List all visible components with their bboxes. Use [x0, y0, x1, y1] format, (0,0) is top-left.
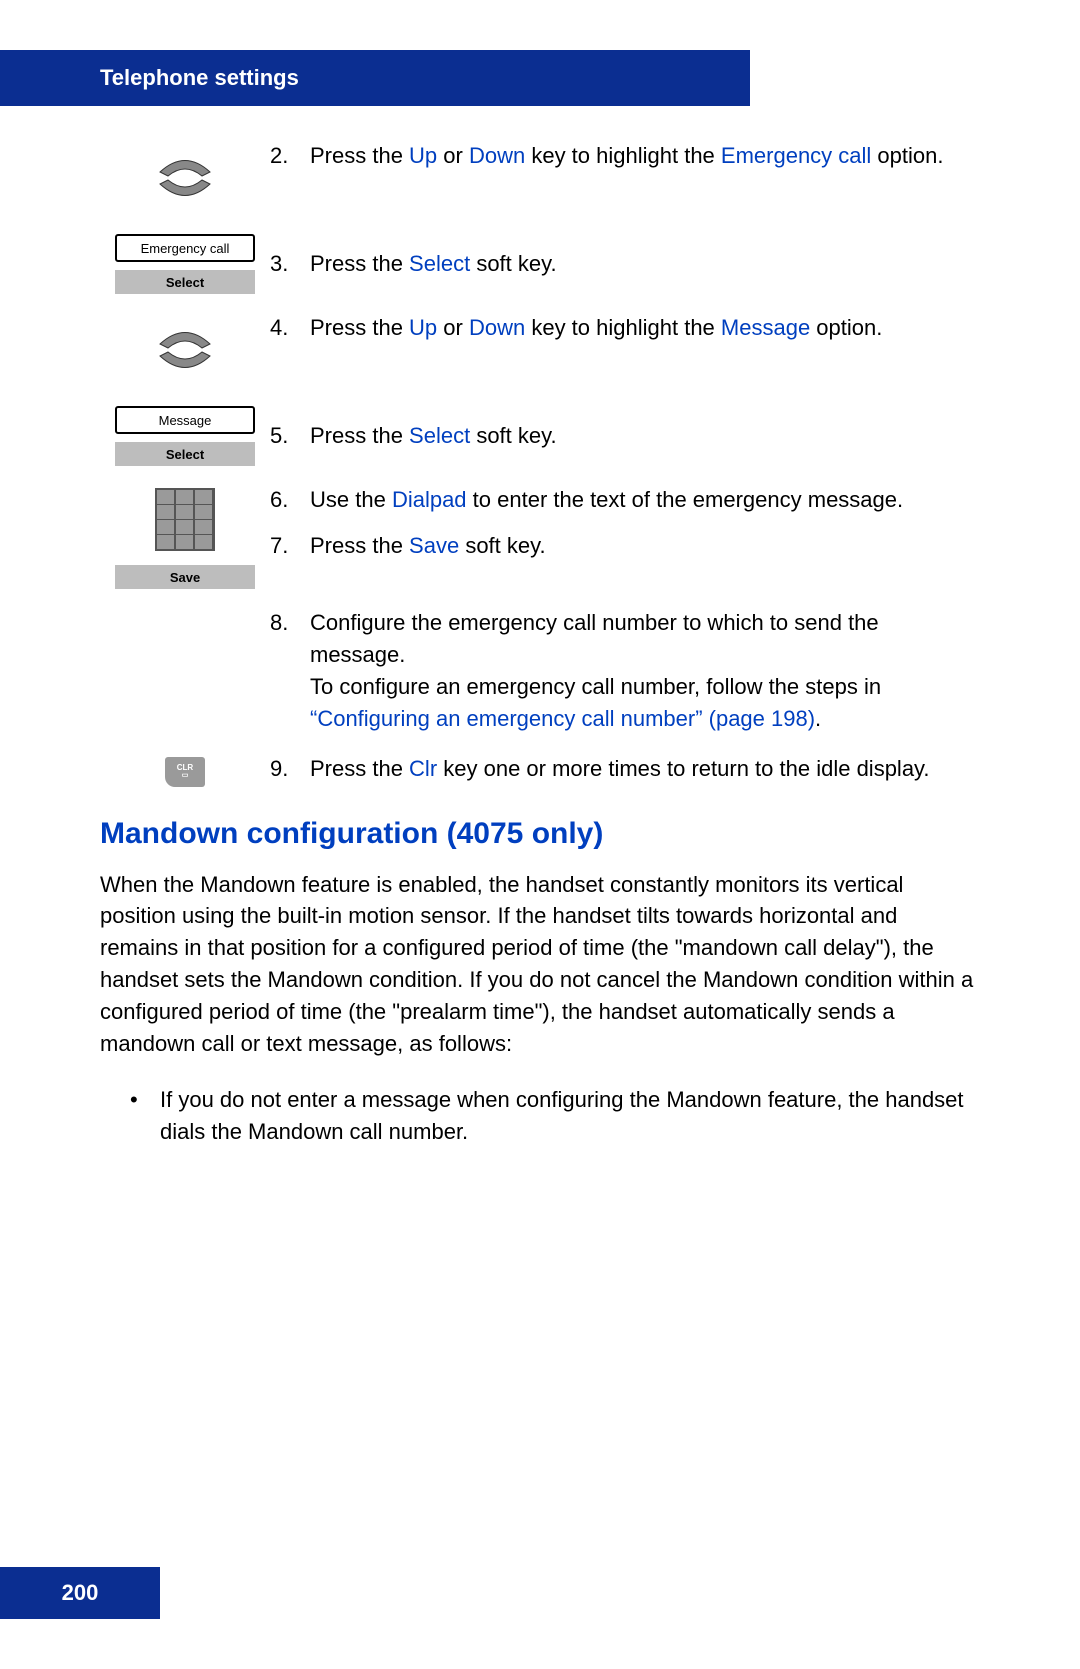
xref-link[interactable]: “Configuring an emergency call number” (…: [310, 706, 815, 731]
up-key-label: Up: [409, 315, 437, 340]
clr-key-icon: CLR ▭: [165, 757, 205, 787]
page-content: 2. Press the Up or Down key to highlight…: [100, 140, 980, 1148]
section-heading: Mandown configuration (4075 only): [100, 817, 980, 851]
step-number: 9.: [270, 753, 310, 785]
step-text: Press the Up or Down key to highlight th…: [310, 140, 980, 172]
step-number: 5.: [270, 420, 310, 452]
step-text: Press the Clr key one or more times to r…: [310, 753, 980, 785]
step-text: Press the Up or Down key to highlight th…: [310, 312, 980, 344]
step-text: Press the Select soft key.: [310, 420, 980, 452]
step-number: 7.: [270, 530, 310, 562]
step-number: 8.: [270, 607, 310, 735]
section-paragraph: When the Mandown feature is enabled, the…: [100, 869, 980, 1060]
clr-key-label: Clr: [409, 756, 437, 781]
step-number: 3.: [270, 248, 310, 280]
step-9-row: CLR ▭ 9. Press the Clr key one or more t…: [100, 753, 980, 787]
down-key-label: Down: [469, 315, 525, 340]
step-text: Press the Save soft key.: [310, 530, 980, 562]
dialpad-label: Dialpad: [392, 487, 467, 512]
bullet-text: If you do not enter a message when confi…: [160, 1084, 980, 1148]
save-key-label: Save: [409, 533, 459, 558]
page-number-footer: 200: [0, 1567, 160, 1619]
step-number: 2.: [270, 140, 310, 172]
dialpad-icon: [155, 488, 215, 551]
message-label: Message: [721, 315, 810, 340]
step-2-row: 2. Press the Up or Down key to highlight…: [100, 140, 980, 212]
step-8-row: 8. Configure the emergency call number t…: [100, 607, 980, 735]
page-header: Telephone settings: [0, 50, 750, 106]
step-4-row: 4. Press the Up or Down key to highlight…: [100, 312, 980, 384]
step-5-row: Message Select 5. Press the Select soft …: [100, 402, 980, 466]
softkey-select: Select: [115, 442, 255, 466]
softkey-save: Save: [115, 565, 255, 589]
emergency-call-label: Emergency call: [721, 143, 871, 168]
page-number: 200: [62, 1580, 99, 1606]
nav-arrows-icon: [100, 140, 270, 212]
step-text: Configure the emergency call number to w…: [310, 607, 980, 735]
up-key-label: Up: [409, 143, 437, 168]
down-key-label: Down: [469, 143, 525, 168]
step-6-row: Save 6. Use the Dialpad to enter the tex…: [100, 484, 980, 589]
step-number: 4.: [270, 312, 310, 344]
select-key-label: Select: [409, 251, 470, 276]
select-key-label: Select: [409, 423, 470, 448]
step-3-row: Emergency call Select 3. Press the Selec…: [100, 230, 980, 294]
display-message: Message: [115, 406, 255, 434]
display-emergency-call: Emergency call: [115, 234, 255, 262]
bullet-icon: •: [130, 1084, 160, 1148]
header-title: Telephone settings: [100, 65, 299, 91]
step-number: 6.: [270, 484, 310, 516]
softkey-select: Select: [115, 270, 255, 294]
step-text: Press the Select soft key.: [310, 248, 980, 280]
nav-arrows-icon: [100, 312, 270, 384]
step-text: Use the Dialpad to enter the text of the…: [310, 484, 980, 516]
bullet-item: • If you do not enter a message when con…: [100, 1084, 980, 1148]
